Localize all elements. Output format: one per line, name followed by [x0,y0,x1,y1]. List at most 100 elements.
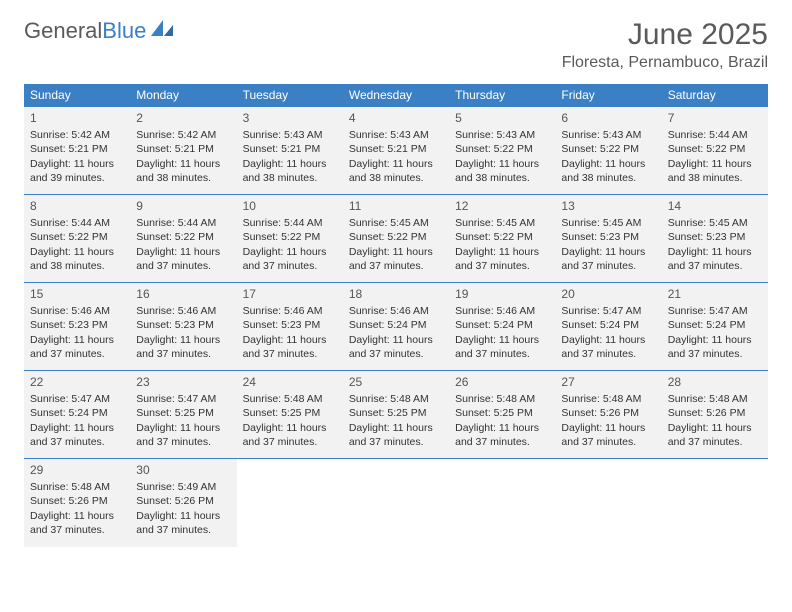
sunset-line: Sunset: 5:22 PM [349,230,443,244]
sunrise-line: Sunrise: 5:47 AM [136,392,230,406]
calendar-cell: 22Sunrise: 5:47 AMSunset: 5:24 PMDayligh… [24,371,130,459]
day-number: 1 [30,110,124,126]
daylight-line: Daylight: 11 hours and 37 minutes. [30,333,124,361]
daylight-line: Daylight: 11 hours and 37 minutes. [30,421,124,449]
sunset-line: Sunset: 5:22 PM [243,230,337,244]
sunset-line: Sunset: 5:25 PM [455,406,549,420]
day-number: 7 [668,110,762,126]
calendar-cell: 28Sunrise: 5:48 AMSunset: 5:26 PMDayligh… [662,371,768,459]
weekday-header: Saturday [662,84,768,107]
daylight-line: Daylight: 11 hours and 37 minutes. [349,333,443,361]
daylight-line: Daylight: 11 hours and 37 minutes. [136,509,230,537]
sunset-line: Sunset: 5:22 PM [561,142,655,156]
calendar-cell: 24Sunrise: 5:48 AMSunset: 5:25 PMDayligh… [237,371,343,459]
daylight-line: Daylight: 11 hours and 37 minutes. [455,333,549,361]
day-number: 17 [243,286,337,302]
daylight-line: Daylight: 11 hours and 38 minutes. [30,245,124,273]
calendar-cell: 9Sunrise: 5:44 AMSunset: 5:22 PMDaylight… [130,195,236,283]
day-number: 20 [561,286,655,302]
calendar-cell: 27Sunrise: 5:48 AMSunset: 5:26 PMDayligh… [555,371,661,459]
sunset-line: Sunset: 5:24 PM [349,318,443,332]
calendar-cell: 11Sunrise: 5:45 AMSunset: 5:22 PMDayligh… [343,195,449,283]
calendar-cell: 8Sunrise: 5:44 AMSunset: 5:22 PMDaylight… [24,195,130,283]
sunset-line: Sunset: 5:21 PM [136,142,230,156]
sunset-line: Sunset: 5:25 PM [243,406,337,420]
daylight-line: Daylight: 11 hours and 37 minutes. [668,333,762,361]
daylight-line: Daylight: 11 hours and 37 minutes. [561,245,655,273]
sunrise-line: Sunrise: 5:46 AM [349,304,443,318]
brand-word2: Blue [102,18,146,44]
day-number: 28 [668,374,762,390]
sunrise-line: Sunrise: 5:48 AM [668,392,762,406]
daylight-line: Daylight: 11 hours and 38 minutes. [243,157,337,185]
calendar-cell: 7Sunrise: 5:44 AMSunset: 5:22 PMDaylight… [662,107,768,195]
weekday-header: Monday [130,84,236,107]
sunset-line: Sunset: 5:22 PM [668,142,762,156]
day-number: 14 [668,198,762,214]
sunrise-line: Sunrise: 5:47 AM [668,304,762,318]
calendar-row: 29Sunrise: 5:48 AMSunset: 5:26 PMDayligh… [24,459,768,547]
daylight-line: Daylight: 11 hours and 37 minutes. [243,333,337,361]
sunrise-line: Sunrise: 5:43 AM [349,128,443,142]
calendar-body: 1Sunrise: 5:42 AMSunset: 5:21 PMDaylight… [24,107,768,547]
calendar-cell [343,459,449,547]
sunset-line: Sunset: 5:22 PM [30,230,124,244]
daylight-line: Daylight: 11 hours and 37 minutes. [455,245,549,273]
calendar-cell: 17Sunrise: 5:46 AMSunset: 5:23 PMDayligh… [237,283,343,371]
calendar-table: Sunday Monday Tuesday Wednesday Thursday… [24,84,768,547]
calendar-cell: 18Sunrise: 5:46 AMSunset: 5:24 PMDayligh… [343,283,449,371]
daylight-line: Daylight: 11 hours and 39 minutes. [30,157,124,185]
header: GeneralBlue June 2025 Floresta, Pernambu… [24,18,768,72]
weekday-header-row: Sunday Monday Tuesday Wednesday Thursday… [24,84,768,107]
daylight-line: Daylight: 11 hours and 37 minutes. [136,421,230,449]
daylight-line: Daylight: 11 hours and 37 minutes. [349,245,443,273]
daylight-line: Daylight: 11 hours and 38 minutes. [455,157,549,185]
day-number: 8 [30,198,124,214]
sunrise-line: Sunrise: 5:46 AM [136,304,230,318]
calendar-cell: 23Sunrise: 5:47 AMSunset: 5:25 PMDayligh… [130,371,236,459]
brand-word1: General [24,18,102,44]
calendar-cell: 26Sunrise: 5:48 AMSunset: 5:25 PMDayligh… [449,371,555,459]
calendar-cell: 10Sunrise: 5:44 AMSunset: 5:22 PMDayligh… [237,195,343,283]
day-number: 21 [668,286,762,302]
calendar-cell: 2Sunrise: 5:42 AMSunset: 5:21 PMDaylight… [130,107,236,195]
daylight-line: Daylight: 11 hours and 37 minutes. [349,421,443,449]
sunset-line: Sunset: 5:24 PM [561,318,655,332]
daylight-line: Daylight: 11 hours and 38 minutes. [349,157,443,185]
sunset-line: Sunset: 5:22 PM [136,230,230,244]
day-number: 11 [349,198,443,214]
sunrise-line: Sunrise: 5:48 AM [455,392,549,406]
calendar-cell [555,459,661,547]
calendar-cell: 1Sunrise: 5:42 AMSunset: 5:21 PMDaylight… [24,107,130,195]
month-title: June 2025 [562,18,768,52]
sunrise-line: Sunrise: 5:43 AM [455,128,549,142]
day-number: 30 [136,462,230,478]
sunset-line: Sunset: 5:21 PM [349,142,443,156]
calendar-cell [662,459,768,547]
day-number: 3 [243,110,337,126]
day-number: 5 [455,110,549,126]
sunset-line: Sunset: 5:23 PM [30,318,124,332]
weekday-header: Thursday [449,84,555,107]
calendar-cell: 14Sunrise: 5:45 AMSunset: 5:23 PMDayligh… [662,195,768,283]
calendar-row: 8Sunrise: 5:44 AMSunset: 5:22 PMDaylight… [24,195,768,283]
sunrise-line: Sunrise: 5:44 AM [136,216,230,230]
calendar-cell: 6Sunrise: 5:43 AMSunset: 5:22 PMDaylight… [555,107,661,195]
day-number: 19 [455,286,549,302]
brand-logo: GeneralBlue [24,18,175,44]
calendar-cell: 4Sunrise: 5:43 AMSunset: 5:21 PMDaylight… [343,107,449,195]
day-number: 26 [455,374,549,390]
sunrise-line: Sunrise: 5:42 AM [30,128,124,142]
daylight-line: Daylight: 11 hours and 37 minutes. [136,245,230,273]
sunrise-line: Sunrise: 5:43 AM [243,128,337,142]
sunset-line: Sunset: 5:23 PM [561,230,655,244]
day-number: 24 [243,374,337,390]
daylight-line: Daylight: 11 hours and 37 minutes. [561,421,655,449]
calendar-cell: 3Sunrise: 5:43 AMSunset: 5:21 PMDaylight… [237,107,343,195]
sunset-line: Sunset: 5:24 PM [455,318,549,332]
sunrise-line: Sunrise: 5:47 AM [30,392,124,406]
day-number: 27 [561,374,655,390]
sunset-line: Sunset: 5:23 PM [243,318,337,332]
sunset-line: Sunset: 5:25 PM [136,406,230,420]
sunrise-line: Sunrise: 5:48 AM [349,392,443,406]
